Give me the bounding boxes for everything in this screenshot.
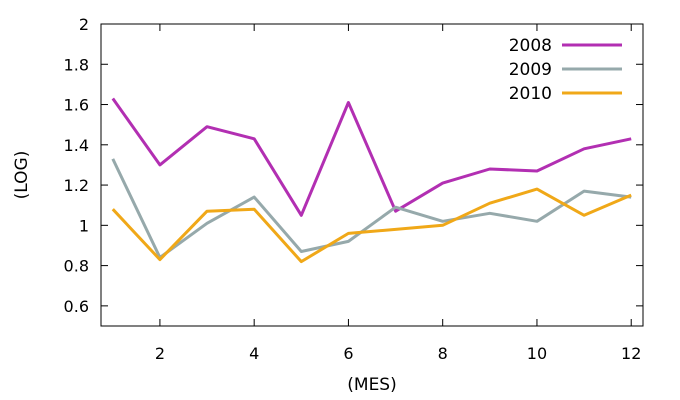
y-tick-label: 1 [79,216,89,235]
series-line-2010 [111,187,632,264]
legend-label-2010: 2010 [509,84,552,104]
legend-label-2009: 2009 [509,60,552,80]
x-tick-label: 6 [343,344,353,363]
x-tick-label: 8 [438,344,448,363]
series-line-2008 [111,97,632,217]
x-tick-label: 2 [155,344,165,363]
y-tick-label: 0.6 [64,297,89,316]
x-axis-title: (MES) [347,375,396,395]
x-tick-label: 12 [621,344,641,363]
x-tick-label: 4 [249,344,259,363]
y-axis-title: (LOG) [12,151,32,200]
series-line-2009 [111,158,632,259]
legend-label-2008: 2008 [509,36,552,56]
y-tick-label: 2 [79,15,89,34]
plot-frame [100,23,644,327]
y-tick-label: 1.6 [64,96,89,115]
y-tick-label: 1.8 [64,55,89,74]
y-tick-label: 1.4 [64,136,89,155]
x-tick-label: 10 [527,344,547,363]
y-tick-label: 1.2 [64,176,89,195]
y-tick-label: 0.8 [64,257,89,276]
